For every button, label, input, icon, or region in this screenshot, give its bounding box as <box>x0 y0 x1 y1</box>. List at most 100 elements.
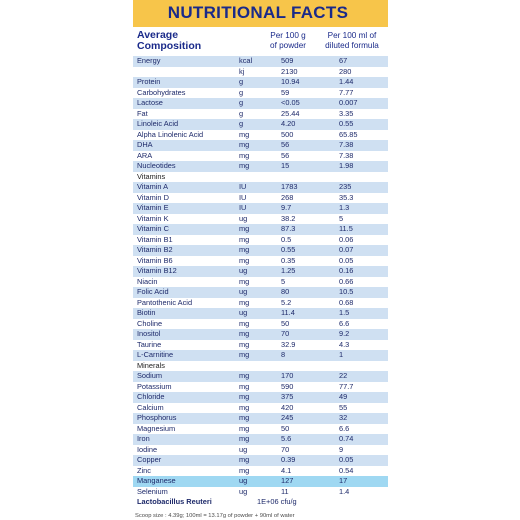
nutrient-name: Energy <box>137 56 161 65</box>
table-row: Folic Acid ug 80 10.5 <box>133 287 388 298</box>
nutrient-name: Pantothenic Acid <box>137 297 193 307</box>
nutrient-name: Biotin <box>137 308 156 317</box>
unit-cell: mg <box>239 255 250 265</box>
table-row: L-Carnitine mg 8 1 <box>133 350 388 361</box>
per-100ml-value: 0.16 <box>339 266 354 275</box>
per-100g-header: Per 100 g of powder <box>263 31 313 50</box>
table-row: Vitamin B1 mg 0.5 0.06 <box>133 235 388 246</box>
nutrient-name: Fat <box>137 108 148 118</box>
unit-cell: g <box>239 87 244 97</box>
table-row: Vitamin E IU 9.7 1.3 <box>133 203 388 214</box>
per-100ml-value: 49 <box>339 392 348 401</box>
unit-cell: mg <box>239 245 250 254</box>
nutrient-name: Vitamin B6 <box>137 255 173 265</box>
table-row: Calcium mg 420 55 <box>133 403 388 414</box>
per-100g-value: 2130 <box>281 66 298 76</box>
per-100g-value: 15 <box>281 161 290 170</box>
nutrient-name: Vitamin A <box>137 182 169 191</box>
nutrient-name: Calcium <box>137 402 164 412</box>
table-row: Copper mg 0.39 0.05 <box>133 455 388 466</box>
table-row: Vitamin B2 mg 0.55 0.07 <box>133 245 388 256</box>
table-row: Magnesium mg 50 6.6 <box>133 424 388 435</box>
table-row: Biotin ug 11.4 1.5 <box>133 308 388 319</box>
table-row: Vitamins <box>133 172 388 183</box>
unit-cell: mg <box>239 161 250 170</box>
table-row: Phosphorus mg 245 32 <box>133 413 388 424</box>
per-100g-value: 70 <box>281 329 290 338</box>
table-row: Fat g 25.44 3.35 <box>133 109 388 120</box>
scoop-size-note: Scoop size : 4.39g; 100ml = 13.17g of po… <box>135 513 295 519</box>
per-100ml-value: 9 <box>339 444 344 454</box>
nutrient-name: Vitamin B2 <box>137 245 173 254</box>
nutrient-name: Folic Acid <box>137 287 169 296</box>
table-row: Protein g 10.94 1.44 <box>133 77 388 88</box>
table-row: Vitamin A IU 1783 235 <box>133 182 388 193</box>
per-100g-value: 590 <box>281 381 294 391</box>
per-100g-value: 245 <box>281 413 294 422</box>
per-100ml-value: 4.3 <box>339 339 350 349</box>
unit-cell: mg <box>239 381 250 391</box>
per-100g-value: 268 <box>281 192 294 202</box>
nutrient-name: ARA <box>137 150 153 160</box>
table-row: Niacin mg 5 0.66 <box>133 277 388 288</box>
per-100g-value: 56 <box>281 150 290 160</box>
table-row: Chloride mg 375 49 <box>133 392 388 403</box>
unit-cell: mg <box>239 434 250 443</box>
nutrient-name: Magnesium <box>137 423 176 433</box>
per-100ml-value: 7.77 <box>339 87 354 97</box>
per-100ml-value: 1.3 <box>339 203 350 212</box>
per-100g-value: 4.20 <box>281 119 296 128</box>
per-100ml-value: 0.55 <box>339 119 354 128</box>
per-100ml-value: 0.06 <box>339 234 354 244</box>
unit-cell: mg <box>239 276 250 286</box>
per-100ml-value: 0.05 <box>339 255 354 265</box>
unit-cell: ug <box>239 486 248 496</box>
unit-cell: mg <box>239 371 250 380</box>
per-100ml-value: 22 <box>339 371 348 380</box>
nutrient-name: Copper <box>137 455 162 464</box>
nutrient-name: Iodine <box>137 444 158 454</box>
per-100ml-value: 1.44 <box>339 77 354 86</box>
per-100g-value: 80 <box>281 287 290 296</box>
table-body: Energy kcal 509 67 kj 2130 280 Protein g 10.94 1.4… <box>133 56 388 508</box>
per-100g-value: 50 <box>281 423 290 433</box>
per-100g-value: 127 <box>281 476 294 485</box>
per-100ml-value: 0.07 <box>339 245 354 254</box>
per-100g-value: 5.2 <box>281 297 292 307</box>
nutrient-name: Vitamin K <box>137 213 169 223</box>
table-row: Linoleic Acid g 4.20 0.55 <box>133 119 388 130</box>
per-100g-value: 0.5 <box>281 234 292 244</box>
table-row: Carbohydrates g 59 7.77 <box>133 88 388 99</box>
per-100g-value: 59 <box>281 87 290 97</box>
per-100ml-value: 280 <box>339 66 352 76</box>
nutrient-name: Selenium <box>137 486 168 496</box>
unit-cell: mg <box>239 423 250 433</box>
unit-cell: mg <box>239 297 250 307</box>
per-100ml-value: 7.38 <box>339 150 354 160</box>
unit-cell: ug <box>239 266 248 275</box>
composition-header-line1: Average <box>137 29 179 41</box>
table-row: Lactobacillus Reuteri 1E+06 cfu/g <box>133 497 388 508</box>
page-title: NUTRITIONAL FACTS <box>167 3 349 22</box>
table-row: Vitamin K ug 38.2 5 <box>133 214 388 225</box>
table-row: Vitamin B12 ug 1.25 0.16 <box>133 266 388 277</box>
unit-cell: mg <box>239 234 250 244</box>
per-100g-value: 0.35 <box>281 255 296 265</box>
per-100g-value: 87.3 <box>281 224 296 233</box>
per-100ml-value: 1.5 <box>339 308 350 317</box>
per-100g-value: 5.6 <box>281 434 292 443</box>
per-100g-value: 4.1 <box>281 465 292 475</box>
per-100ml-value: 6.6 <box>339 318 350 328</box>
per-100ml-header-line2: diluted formula <box>325 40 379 50</box>
per-100ml-header-line1: Per 100 ml of <box>327 31 377 40</box>
per-100g-value: 10.94 <box>281 77 300 86</box>
unit-cell: mg <box>239 350 250 359</box>
per-100ml-header: Per 100 ml of diluted formula <box>319 31 385 50</box>
nutrient-name: Phosphorus <box>137 413 177 422</box>
unit-cell: mg <box>239 339 250 349</box>
table-row: Zinc mg 4.1 0.54 <box>133 466 388 477</box>
nutrient-name: Vitamin C <box>137 224 169 233</box>
table-row: ARA mg 56 7.38 <box>133 151 388 162</box>
nutrient-name: Inositol <box>137 329 161 338</box>
per-100ml-value: 0.05 <box>339 455 354 464</box>
